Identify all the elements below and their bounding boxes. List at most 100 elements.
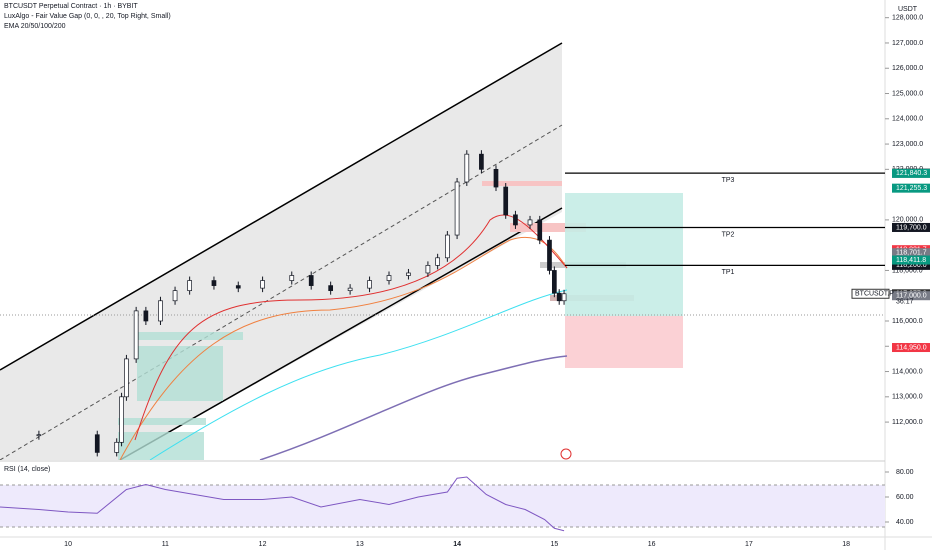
fvg-zone bbox=[137, 332, 243, 340]
ema-50 bbox=[119, 236, 568, 460]
x-tick-label: 16 bbox=[648, 541, 656, 548]
rsi-tick-label: 80.00 bbox=[896, 469, 914, 476]
fvg-zone bbox=[118, 418, 206, 425]
candle bbox=[187, 280, 192, 292]
price-tag bbox=[892, 291, 930, 301]
ema-200 bbox=[259, 355, 568, 460]
price-tag bbox=[892, 343, 930, 353]
target-zone bbox=[565, 193, 683, 316]
candle bbox=[537, 219, 543, 241]
alert-icon[interactable] bbox=[560, 448, 572, 460]
price-tag-label: 114,950.0 bbox=[896, 344, 927, 351]
candle bbox=[119, 396, 124, 443]
candle bbox=[143, 310, 149, 322]
price-tag bbox=[892, 222, 930, 232]
channel-fill bbox=[0, 43, 562, 460]
tp-label: TP1 bbox=[722, 269, 735, 276]
candle bbox=[158, 300, 163, 322]
candle bbox=[445, 234, 450, 259]
currency: USDT bbox=[898, 6, 918, 13]
y-tick-label: 113,000.0 bbox=[892, 394, 923, 401]
y-tick-label: 120,000.0 bbox=[892, 217, 923, 224]
y-tick-label: 124,000.0 bbox=[892, 116, 923, 123]
symbol-tag-label: BTCUSDT.P bbox=[855, 291, 894, 298]
price-tag-label: 118,701.7 bbox=[896, 250, 927, 257]
x-tick-label: 10 bbox=[64, 541, 72, 548]
candle bbox=[133, 310, 139, 360]
y-tick-label: 123,000.0 bbox=[892, 141, 923, 148]
x-tick-label: 13 bbox=[356, 541, 364, 548]
price-tag-label: 119,700.0 bbox=[896, 224, 927, 231]
price-tag-label: 118,200.0 bbox=[896, 262, 927, 269]
candle bbox=[513, 214, 518, 226]
ema-title: EMA 20/50/100/200 bbox=[4, 23, 66, 30]
rsi-tick-label: 40.00 bbox=[896, 519, 914, 526]
candle bbox=[547, 239, 552, 271]
candle bbox=[464, 153, 470, 183]
tp-label: TP3 bbox=[722, 177, 735, 184]
candle bbox=[211, 280, 217, 286]
candle bbox=[124, 358, 129, 398]
x-tick-label: 15 bbox=[550, 541, 558, 548]
rsi-line bbox=[0, 476, 565, 532]
candle bbox=[36, 434, 42, 437]
candle bbox=[367, 280, 372, 289]
stop-zone bbox=[565, 316, 683, 368]
x-tick-label: 17 bbox=[745, 541, 753, 548]
tp-label: TP2 bbox=[722, 231, 735, 238]
candle bbox=[551, 270, 557, 294]
fvg-zone bbox=[482, 181, 562, 186]
fvg-zone bbox=[118, 432, 204, 460]
countdown: 36:17 bbox=[896, 299, 914, 306]
candle bbox=[308, 275, 314, 286]
price-tag bbox=[892, 183, 930, 193]
candle bbox=[289, 275, 295, 281]
y-tick-label: 128,000.0 bbox=[892, 15, 923, 22]
indicator-title: LuxAlgo - Fair Value Gap (0, 0, , 20, To… bbox=[4, 13, 171, 20]
rsi-title: RSI (14, close) bbox=[4, 466, 50, 473]
candle bbox=[347, 287, 353, 292]
candle bbox=[406, 272, 411, 276]
y-tick-label: 126,000.0 bbox=[892, 65, 923, 72]
candle bbox=[328, 285, 334, 292]
price-tag bbox=[892, 260, 930, 270]
y-tick-label: 118,000.0 bbox=[892, 267, 923, 274]
candle bbox=[260, 280, 265, 289]
x-tick-label: 14 bbox=[453, 541, 461, 548]
y-tick-label: 127,000.0 bbox=[892, 40, 923, 47]
candle bbox=[114, 441, 120, 453]
candle bbox=[503, 186, 509, 216]
fvg-zone bbox=[510, 223, 586, 232]
candle bbox=[493, 168, 499, 188]
rsi-tick-label: 60.00 bbox=[896, 494, 914, 501]
price-tag bbox=[892, 248, 930, 258]
candle bbox=[425, 265, 431, 274]
price-tag-label: 118,411.8 bbox=[896, 257, 926, 264]
candle bbox=[561, 293, 567, 302]
candle bbox=[454, 181, 460, 236]
symbol-title: BTCUSDT Perpetual Contract · 1h · BYBIT bbox=[4, 3, 138, 10]
y-tick-label: 114,000.0 bbox=[892, 368, 923, 375]
candle bbox=[479, 153, 484, 170]
symbol-tag bbox=[851, 288, 890, 299]
price-tag-label: 117,000.0 bbox=[896, 293, 927, 300]
candle bbox=[527, 219, 533, 226]
candle bbox=[235, 285, 241, 289]
ema-20 bbox=[134, 214, 568, 441]
price-tag-label: 121,840.3 bbox=[896, 170, 927, 177]
x-tick-label: 12 bbox=[259, 541, 267, 548]
drawings bbox=[0, 42, 885, 460]
candle bbox=[556, 292, 562, 302]
price-tag bbox=[892, 255, 930, 265]
x-tick-label: 18 bbox=[842, 541, 850, 548]
x-tick-label: 11 bbox=[162, 541, 169, 548]
price-axis bbox=[885, 0, 932, 550]
y-tick-label: 112,000.0 bbox=[892, 419, 923, 426]
candle bbox=[172, 290, 178, 302]
rsi-band bbox=[0, 485, 885, 527]
price-tag-label: 121,255.3 bbox=[896, 185, 927, 192]
ema-100 bbox=[149, 289, 568, 460]
candle bbox=[386, 275, 392, 281]
